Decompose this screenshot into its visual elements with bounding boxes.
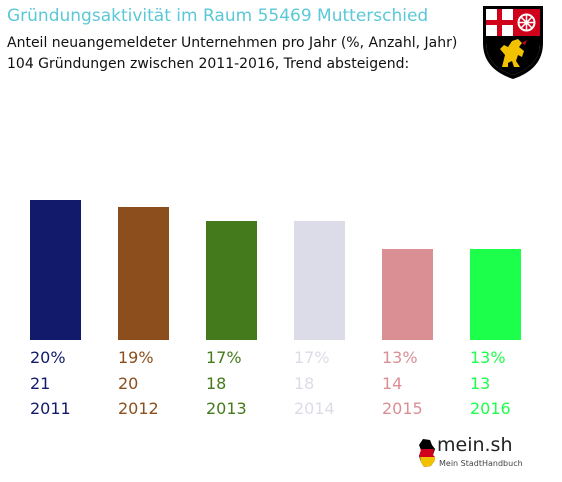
bar-2011 xyxy=(30,200,81,340)
year-label-2013: 2013 xyxy=(206,399,247,418)
percent-label-2012: 19% xyxy=(118,348,154,367)
chart-subtitle: Anteil neuangemeldeter Unternehmen pro J… xyxy=(7,35,458,51)
rheinland-pfalz-coat-of-arms-icon xyxy=(483,6,543,79)
bar-2013 xyxy=(206,221,257,340)
count-label-2014: 18 xyxy=(294,374,314,393)
bar-2012 xyxy=(118,207,169,340)
percent-label-2014: 17% xyxy=(294,348,330,367)
chart-summary: 104 Gründungen zwischen 2011-2016, Trend… xyxy=(7,56,410,72)
count-label-2013: 18 xyxy=(206,374,226,393)
logo-text: mein.sh xyxy=(437,434,513,456)
bar-2016 xyxy=(470,249,521,340)
percent-label-2016: 13% xyxy=(470,348,506,367)
percent-label-2011: 20% xyxy=(30,348,66,367)
percent-label-2013: 17% xyxy=(206,348,242,367)
chart-title: Gründungsaktivität im Raum 55469 Mutters… xyxy=(7,6,429,26)
germany-map-icon xyxy=(419,439,435,467)
bar-2014 xyxy=(294,221,345,340)
bar-2015 xyxy=(382,249,433,340)
count-label-2016: 13 xyxy=(470,374,490,393)
year-label-2016: 2016 xyxy=(470,399,511,418)
count-label-2015: 14 xyxy=(382,374,402,393)
count-label-2011: 21 xyxy=(30,374,50,393)
year-label-2011: 2011 xyxy=(30,399,71,418)
year-label-2012: 2012 xyxy=(118,399,159,418)
year-label-2014: 2014 xyxy=(294,399,335,418)
logo-tagline: Mein StadtHandbuch xyxy=(439,459,523,468)
mein-sh-logo: mein.sh Mein StadtHandbuch xyxy=(415,434,525,474)
count-label-2012: 20 xyxy=(118,374,138,393)
percent-label-2015: 13% xyxy=(382,348,418,367)
year-label-2015: 2015 xyxy=(382,399,423,418)
